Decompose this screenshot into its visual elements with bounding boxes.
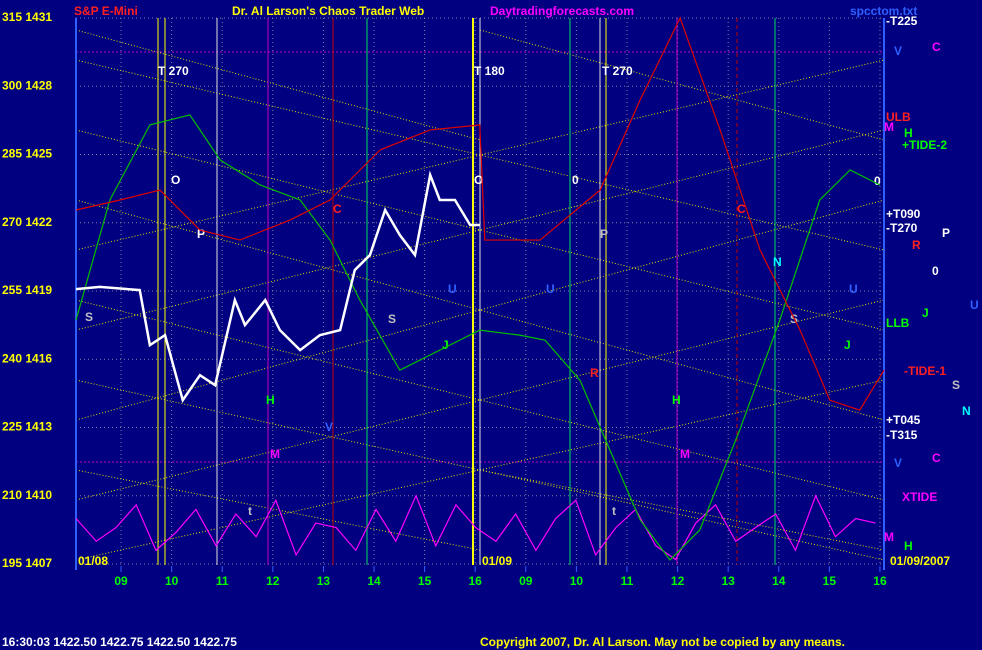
annotation: 0 <box>572 173 579 187</box>
y-tick-label: 300 1428 <box>2 78 52 92</box>
x-tick-label: 10 <box>570 574 584 588</box>
series-line <box>75 170 480 404</box>
annotation: S <box>388 312 396 326</box>
copyright: Copyright 2007, Dr. Al Larson. May not b… <box>480 635 845 649</box>
date-label: 01/09 <box>482 554 512 568</box>
y-tick-label: 270 1422 <box>2 215 52 229</box>
header: S&P E-Mini Dr. Al Larson's Chaos Trader … <box>74 4 917 18</box>
quote: 16:30:03 1422.50 1422.75 1422.50 1422.75 <box>2 635 237 649</box>
annotation: 0 <box>874 174 881 188</box>
annotation: H <box>266 393 275 407</box>
decoration <box>75 18 885 570</box>
annotation: LLB <box>886 316 910 330</box>
y-tick-label: 210 1410 <box>2 488 52 502</box>
y-tick-label: 285 1425 <box>2 147 52 161</box>
annotation: T 270 <box>602 64 633 78</box>
annotation: P <box>197 227 205 241</box>
x-tick-label: 09 <box>114 574 128 588</box>
y-tick-label: 255 1419 <box>2 283 52 297</box>
file-name: spcctom.txt <box>850 4 917 18</box>
annotation: M <box>884 120 894 134</box>
annotation: U <box>546 282 555 296</box>
x-tick-label: 13 <box>317 574 331 588</box>
x-tick-label: 16 <box>873 574 887 588</box>
annotation: J <box>844 338 851 352</box>
annotation: H <box>904 126 913 140</box>
annotation: N <box>962 404 971 418</box>
annotation: C <box>932 40 941 54</box>
x-tick-label: 15 <box>823 574 837 588</box>
series-line <box>75 114 881 561</box>
x-tick-label: 14 <box>367 574 381 588</box>
annotation: +T090 <box>886 207 921 221</box>
annotation: T 180 <box>474 64 505 78</box>
annotation: J <box>442 338 449 352</box>
annotation: U <box>970 298 979 312</box>
annotation: -TIDE-1 <box>904 364 946 378</box>
annotation: O <box>171 173 180 187</box>
x-tick-label: 13 <box>721 574 735 588</box>
annotation: S <box>85 310 93 324</box>
x-tick-label: 09 <box>519 574 533 588</box>
annotation: U <box>448 282 457 296</box>
date-label: 01/09/2007 <box>890 554 950 568</box>
site: Daytradingforecasts.com <box>490 4 634 18</box>
annotation: J <box>922 306 929 320</box>
annotation: +T045 <box>886 413 921 427</box>
annotation: C <box>333 202 342 216</box>
annotation: +TIDE-2 <box>902 138 947 152</box>
annotation: V <box>894 44 902 58</box>
y-tick-label: 240 1416 <box>2 351 52 365</box>
annotations: T 270 T 180 T 270 -T225 V C ULB M H +TID… <box>85 14 979 553</box>
annotation: -T315 <box>886 428 918 442</box>
annotation: t <box>612 504 616 518</box>
date-label: 01/08 <box>78 554 108 568</box>
annotation: XTIDE <box>902 490 937 504</box>
annotation: -T225 <box>886 14 918 28</box>
annotation: T 270 <box>158 64 189 78</box>
series-line <box>75 494 876 561</box>
y-tick-label: 195 1407 <box>2 556 52 570</box>
annotation: P <box>600 227 608 241</box>
x-tick-label: 15 <box>418 574 432 588</box>
symbol: S&P E-Mini <box>74 4 138 18</box>
x-tick-label: 12 <box>266 574 280 588</box>
annotation: O <box>474 173 483 187</box>
annotation: S <box>952 378 960 392</box>
annotation: t <box>248 504 252 518</box>
annotation: V <box>894 456 902 470</box>
y-tick-label: 225 1413 <box>2 420 52 434</box>
annotation: C <box>932 451 941 465</box>
chart-title: Dr. Al Larson's Chaos Trader Web <box>232 4 424 18</box>
annotation: ULB <box>886 110 911 124</box>
annotation: M <box>884 530 894 544</box>
x-tick-label: 11 <box>621 574 634 588</box>
series-line <box>75 16 885 411</box>
annotation: 0 <box>932 264 939 278</box>
annotation: R <box>590 366 599 380</box>
x-tick-label: 12 <box>671 574 685 588</box>
annotation: U <box>849 282 858 296</box>
annotation: H <box>904 539 913 553</box>
x-tick-label: 16 <box>469 574 483 588</box>
annotation: M <box>680 447 690 461</box>
annotation: H <box>672 393 681 407</box>
annotation: C <box>737 202 746 216</box>
annotation: N <box>773 255 782 269</box>
annotation: R <box>912 238 921 252</box>
x-tick-label: 14 <box>772 574 786 588</box>
annotation: -T270 <box>886 221 918 235</box>
y-tick-label: 315 1431 <box>2 10 52 24</box>
annotation: M <box>270 447 280 461</box>
x-tick-label: 11 <box>216 574 229 588</box>
annotation: V <box>325 420 333 434</box>
x-tick-label: 10 <box>165 574 179 588</box>
annotation: P <box>942 226 950 240</box>
